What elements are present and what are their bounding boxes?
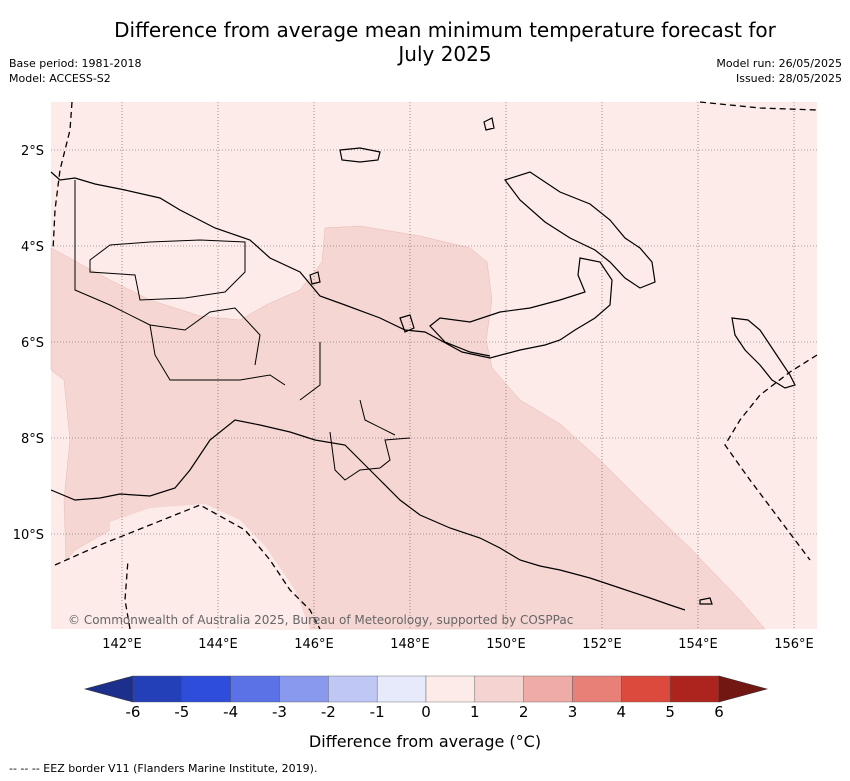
- colorbar-bin: [425, 675, 476, 703]
- base-period: Base period: 1981-2018: [9, 57, 142, 70]
- colorbar-bin: [230, 675, 280, 703]
- title-line-1: Difference from average mean minimum tem…: [114, 18, 776, 42]
- meta-right: Model run: 26/05/2025 Issued: 28/05/2025: [716, 56, 842, 86]
- colorbar-extend-high: [718, 675, 769, 703]
- lon-label: 156°E: [774, 637, 814, 652]
- colorbar-tick-label: -2: [320, 703, 336, 721]
- coastlines: [50, 117, 796, 611]
- model-run: Model run: 26/05/2025: [716, 57, 842, 70]
- colorbar-title: Difference from average (°C): [308, 732, 542, 751]
- map-title: Difference from average mean minimum tem…: [90, 18, 800, 66]
- colorbar-tick-label: -3: [272, 703, 287, 721]
- colorbar-bin: [328, 675, 378, 703]
- colorbar-bin: [279, 675, 329, 703]
- colorbar-tick-label: -6: [125, 703, 141, 721]
- island-small-1: [309, 271, 321, 285]
- colorbar-bin: [474, 675, 524, 703]
- colorbar-bin: [376, 675, 427, 703]
- lat-label: 4°S: [21, 240, 44, 255]
- model-name: Model: ACCESS-S2: [9, 72, 111, 85]
- colorbar-bin: [523, 675, 573, 703]
- lat-label: 10°S: [13, 528, 44, 543]
- colorbar-extend-low: [83, 675, 134, 703]
- anomaly-region-light-south: [110, 504, 310, 629]
- colorbar-bin: [572, 675, 622, 703]
- lat-label: 6°S: [21, 336, 44, 351]
- lon-label: 142°E: [102, 637, 142, 652]
- colorbar: [83, 675, 769, 703]
- colorbar-tick-label: -5: [174, 703, 190, 721]
- colorbar-tick-label: 4: [616, 703, 627, 721]
- lon-label: 148°E: [390, 637, 430, 652]
- colorbar-bin: [181, 675, 231, 703]
- province-borders: [74, 180, 411, 481]
- copyright-text: © Commonwealth of Australia 2025, Bureau…: [68, 613, 574, 627]
- colorbar-tick-label: 0: [421, 703, 431, 721]
- eez-borders: [52, 101, 818, 630]
- south-coast: [50, 419, 686, 611]
- colorbar-tick-label: -1: [369, 703, 385, 721]
- new-guinea-coast: [50, 171, 613, 359]
- bougainville: [731, 317, 796, 389]
- eez-footnote: -- -- -- EEZ border V11 (Flanders Marine…: [9, 762, 318, 775]
- island-north: [483, 117, 495, 131]
- title-line-2: July 2025: [398, 42, 492, 66]
- colorbar-tick-label: -4: [223, 703, 239, 721]
- colorbar-bin: [669, 675, 720, 703]
- latitude-labels: 2°S 4°S 6°S 8°S 10°S: [13, 144, 44, 543]
- lat-label: 2°S: [21, 144, 44, 159]
- issued-date: Issued: 28/05/2025: [735, 72, 842, 85]
- colorbar-tick-label: 3: [567, 703, 578, 721]
- longitude-labels: 142°E 144°E 146°E 148°E 150°E 152°E 154°E 156°E: [102, 637, 814, 652]
- lon-label: 150°E: [486, 637, 526, 652]
- meta-left: Base period: 1981-2018 Model: ACCESS-S2: [9, 56, 141, 86]
- map-panel: [50, 101, 818, 630]
- lon-label: 154°E: [678, 637, 718, 652]
- colorbar-tick-label: 2: [518, 703, 529, 721]
- colorbar-tick-label: 1: [470, 703, 480, 721]
- colorbar-bin: [621, 675, 671, 703]
- colorbar-bin: [132, 675, 183, 703]
- new-ireland: [339, 147, 381, 163]
- island-small-2: [399, 314, 415, 333]
- lon-label: 152°E: [582, 637, 622, 652]
- colorbar-tick-label: 5: [665, 703, 675, 721]
- lat-label: 8°S: [21, 432, 44, 447]
- new-britain: [504, 171, 656, 289]
- lon-label: 144°E: [198, 637, 238, 652]
- colorbar-tick-label: 6: [714, 703, 724, 721]
- island-tail: [699, 597, 713, 605]
- lon-label: 146°E: [294, 637, 334, 652]
